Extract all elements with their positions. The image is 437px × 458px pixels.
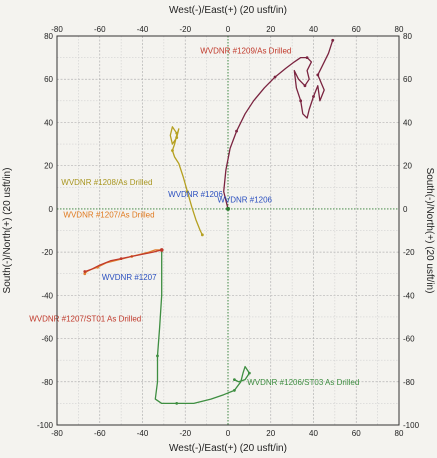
x-tick-label-bottom: -60 bbox=[94, 429, 106, 438]
x-axis-title-top: West(-)/East(+) (20 usft/in) bbox=[169, 5, 287, 16]
x-tick-label-top: 60 bbox=[352, 25, 361, 34]
series-point bbox=[273, 75, 277, 79]
y-tick-label-left: 40 bbox=[44, 118, 53, 127]
x-tick-label-bottom: -40 bbox=[137, 429, 149, 438]
series-point bbox=[316, 73, 320, 77]
series-point bbox=[200, 233, 204, 237]
series-point bbox=[331, 38, 335, 42]
y-tick-label-left: 60 bbox=[44, 75, 53, 84]
well-label: WVDNR #1206 bbox=[168, 190, 223, 199]
y-tick-label-right: -60 bbox=[403, 335, 415, 344]
well-label: WVDNR #1206 bbox=[217, 195, 272, 204]
y-tick-label-right: 40 bbox=[403, 118, 412, 127]
series-point bbox=[185, 190, 189, 194]
x-tick-label-top: -40 bbox=[137, 25, 149, 34]
x-tick-label-top: -80 bbox=[51, 25, 63, 34]
y-tick-label-right: 80 bbox=[403, 32, 412, 41]
x-tick-label-bottom: 60 bbox=[352, 429, 361, 438]
y-axis-title-right: South(-)/North(+) (20 usft/in) bbox=[424, 168, 435, 294]
series-point bbox=[175, 401, 179, 405]
y-tick-label-right: 20 bbox=[403, 162, 412, 171]
series-point bbox=[247, 371, 251, 375]
y-tick-label-left: -20 bbox=[41, 248, 53, 257]
y-tick-label-right: 60 bbox=[403, 75, 412, 84]
x-tick-label-top: -60 bbox=[94, 25, 106, 34]
x-tick-label-top: 40 bbox=[309, 25, 318, 34]
well-label: WVDNR #1207/ST01 As Drilled bbox=[29, 314, 141, 323]
y-tick-label-left: 80 bbox=[44, 32, 53, 41]
series-point bbox=[235, 129, 238, 133]
y-axis-title-left: South(-)/North(+) (20 usft/in) bbox=[2, 168, 13, 294]
annotation-group: WVDNR #1209/As Drilled WVDNR #1208/As Dri… bbox=[29, 46, 359, 387]
x-tick-label-bottom: -80 bbox=[51, 429, 63, 438]
series-point bbox=[171, 149, 174, 152]
x-tick-label-top: 20 bbox=[266, 25, 275, 34]
well-label: WVDNR #1206/ST03 As Drilled bbox=[247, 378, 359, 387]
well-label: WVDNR #1209/As Drilled bbox=[200, 46, 291, 55]
series-point bbox=[119, 257, 123, 260]
y-tick-label-left: 0 bbox=[49, 205, 54, 214]
y-tick-label-right: -100 bbox=[403, 421, 420, 430]
series-point bbox=[233, 389, 236, 392]
grid bbox=[56, 35, 400, 426]
tick-labels: -80 -80 -60 -60 -40 -40 -20 -20 0 0 20 20 40 40 60 60 80… bbox=[37, 25, 420, 438]
well-label: WVDNR #1207 bbox=[102, 273, 157, 282]
x-tick-label-top: 0 bbox=[226, 25, 231, 34]
y-tick-label-left: -40 bbox=[41, 291, 53, 300]
x-tick-label-top: 80 bbox=[395, 25, 404, 34]
y-tick-label-right: -40 bbox=[403, 291, 415, 300]
series-point bbox=[299, 99, 303, 103]
series-point bbox=[156, 354, 159, 358]
x-tick-label-bottom: -20 bbox=[179, 429, 191, 438]
y-tick-label-left: -100 bbox=[37, 421, 54, 430]
series-point bbox=[83, 270, 87, 273]
series-line bbox=[223, 40, 334, 210]
series-point bbox=[175, 136, 179, 139]
x-tick-label-bottom: 40 bbox=[309, 429, 318, 438]
y-tick-label-left: 20 bbox=[44, 162, 53, 171]
x-tick-label-bottom: 20 bbox=[266, 429, 275, 438]
y-tick-label-right: -20 bbox=[403, 248, 415, 257]
y-tick-label-left: -60 bbox=[41, 335, 53, 344]
series-point bbox=[305, 56, 309, 60]
kickoff-marker bbox=[159, 248, 164, 252]
well-label: WVDNR #1207/As Drilled bbox=[63, 211, 154, 220]
y-tick-label-right: -80 bbox=[403, 378, 415, 387]
y-tick-label-right: 0 bbox=[403, 205, 408, 214]
x-tick-label-top: -20 bbox=[179, 25, 191, 34]
x-tick-label-bottom: 0 bbox=[226, 429, 231, 438]
series-point bbox=[83, 272, 87, 276]
surface-location-marker bbox=[226, 206, 230, 211]
x-tick-label-bottom: 80 bbox=[395, 429, 404, 438]
x-axis-title-bottom: West(-)/East(+) (20 usft/in) bbox=[169, 443, 287, 454]
series-point bbox=[233, 378, 236, 382]
series-point bbox=[175, 131, 179, 135]
plot-frame bbox=[56, 35, 400, 426]
series-point bbox=[312, 95, 315, 98]
series-group bbox=[83, 38, 335, 405]
well-label: WVDNR #1208/As Drilled bbox=[61, 178, 152, 187]
y-tick-label-left: -80 bbox=[41, 378, 53, 387]
series-point bbox=[303, 84, 307, 88]
